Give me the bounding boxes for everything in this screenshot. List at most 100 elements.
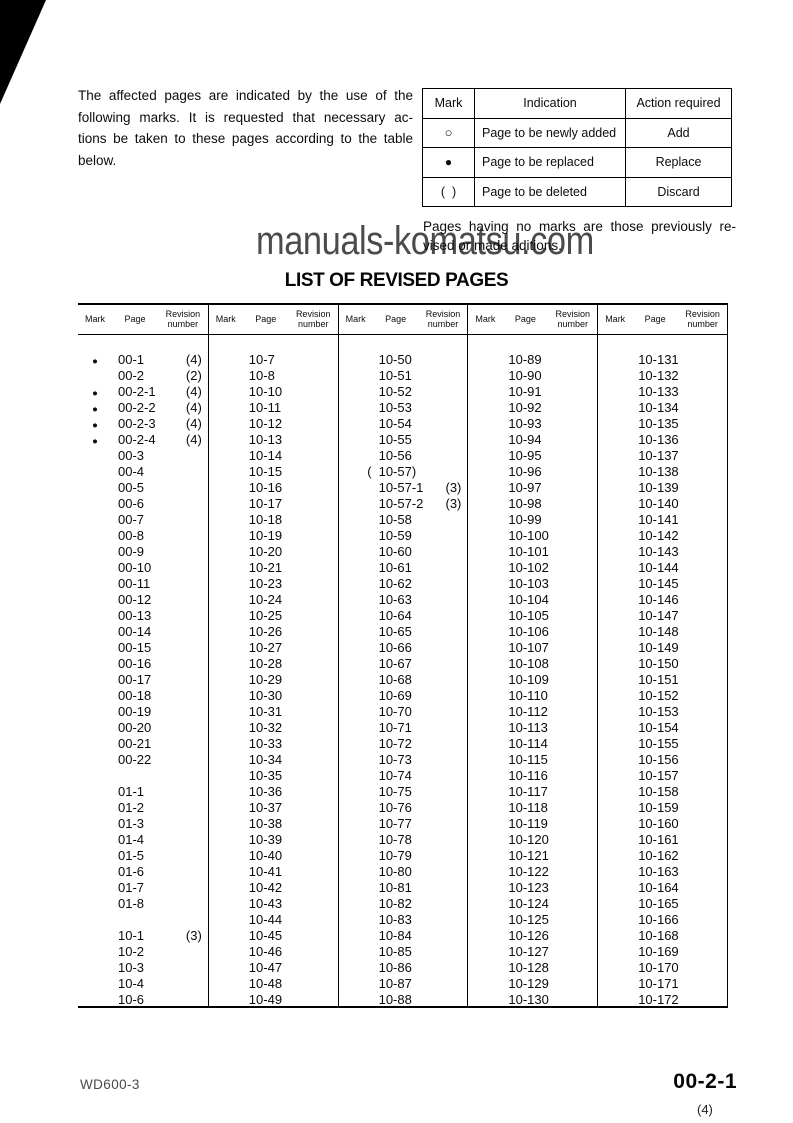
revision-cell <box>301 432 338 448</box>
page-cell: 10-32 <box>248 720 283 735</box>
page-cell: 10-145 <box>638 576 679 591</box>
marks-table-row: ( ) Page to be deleted Discard <box>422 176 732 207</box>
revision-cell <box>690 560 727 576</box>
page-cell: 10-29 <box>248 672 283 687</box>
circle-mark-icon: ○ <box>444 125 453 141</box>
table-row: ● 00-1 (4) <box>78 352 208 368</box>
header-revision-line: number <box>427 318 459 329</box>
intro-paragraph-line: following marks. It is requested that ne… <box>78 109 413 125</box>
page-cell: 10-68 <box>378 672 412 687</box>
revision-cell <box>560 768 597 784</box>
page-cell: 10-78 <box>378 832 412 847</box>
mark-cell: ( ) <box>422 176 475 207</box>
page-cell: 01-5 <box>118 848 145 863</box>
table-row: 10-113 <box>468 720 597 736</box>
footer-model-number: WD600-3 <box>80 1077 140 1092</box>
table-row: 10-155 <box>598 736 727 752</box>
table-row: 10-106 <box>468 624 597 640</box>
revision-cell <box>431 576 468 592</box>
revision-cell <box>431 592 468 608</box>
revision-cell <box>560 384 597 400</box>
mark-cell <box>339 640 373 656</box>
table-row: 10-128 <box>468 960 597 976</box>
revision-cell <box>690 528 727 544</box>
page-cell: 10-56 <box>378 448 412 463</box>
mark-cell <box>339 576 373 592</box>
table-row: 10-144 <box>598 560 727 576</box>
revision-cell <box>170 576 208 592</box>
revision-cell <box>431 912 468 928</box>
revision-cell <box>560 592 597 608</box>
page-cell: 10-65 <box>378 624 412 639</box>
page-cell: 10-126 <box>508 928 549 943</box>
mark-cell <box>598 624 632 640</box>
table-row: 10-36 <box>209 784 338 800</box>
table-row: 10-165 <box>598 896 727 912</box>
table-row: 10-154 <box>598 720 727 736</box>
column-group-header: Mark Page Revision number <box>468 305 598 335</box>
page-cell: 10-148 <box>638 624 679 639</box>
table-row: 10-116 <box>468 768 597 784</box>
mark-cell <box>339 608 373 624</box>
mark-cell <box>209 800 243 816</box>
mark-cell <box>598 880 632 896</box>
table-row: 10-27 <box>209 640 338 656</box>
header-revision-line: Revision <box>555 309 591 319</box>
table-row: 10-100 <box>468 528 597 544</box>
table-row: 10-109 <box>468 672 597 688</box>
mark-cell <box>78 624 112 640</box>
table-row: 00-15 <box>78 640 208 656</box>
revision-cell <box>170 592 208 608</box>
revision-cell: (2) <box>185 368 202 383</box>
page-cell: 10-137 <box>638 448 679 463</box>
table-row: 00-9 <box>78 544 208 560</box>
revision-cell <box>690 400 727 416</box>
mark-cell <box>468 944 502 960</box>
page-cell: 10-151 <box>638 672 679 687</box>
page-cell: 10-106 <box>508 624 549 639</box>
mark-cell <box>468 496 502 512</box>
page-cell: 00-2-1 <box>118 384 156 399</box>
mark-cell <box>339 448 373 464</box>
revision-cell <box>560 688 597 704</box>
page-cell: 10-125 <box>508 912 549 927</box>
table-row: ● 00-2-1 (4) <box>78 384 208 400</box>
page-cell: 10-118 <box>508 800 548 815</box>
table-row: 10-13 <box>209 432 338 448</box>
revision-cell <box>301 368 338 384</box>
intro-paragraph-line: tions be taken to these pages according … <box>78 131 413 146</box>
table-row: 10-86 <box>339 960 468 976</box>
table-row: 10-49 <box>209 992 338 1008</box>
mark-cell <box>468 848 502 864</box>
table-row: 10-112 <box>468 704 597 720</box>
mark-cell <box>468 368 502 384</box>
table-row: 10-148 <box>598 624 727 640</box>
mark-cell <box>339 416 373 432</box>
revision-cell <box>560 704 597 720</box>
mark-cell <box>598 544 632 560</box>
mark-cell <box>78 832 112 848</box>
page-cell: 10-88 <box>378 992 412 1007</box>
table-row: 10-71 <box>339 720 468 736</box>
table-row: 10-133 <box>598 384 727 400</box>
page-cell: 10-54 <box>378 416 412 431</box>
revision-cell <box>301 592 338 608</box>
revision-cell <box>170 720 208 736</box>
revision-cell <box>170 752 208 768</box>
table-row: 10-115 <box>468 752 597 768</box>
page-cell: 10-57-2 <box>378 496 424 511</box>
mark-cell <box>468 528 502 544</box>
revision-cell <box>690 656 727 672</box>
page-title: LIST OF REVISED PAGES <box>284 270 509 291</box>
table-row: 10-101 <box>468 544 597 560</box>
page-cell: 10-43 <box>248 896 283 911</box>
revision-cell <box>431 368 468 384</box>
table-row: 10-43 <box>209 896 338 912</box>
table-row: 10-57-2 (3) <box>339 496 468 512</box>
page-cell: 00-21 <box>118 736 152 751</box>
header-page-label: Page <box>255 313 277 324</box>
table-row: 10-25 <box>209 608 338 624</box>
filled-circle-mark-icon: ● <box>444 155 453 170</box>
mark-cell: ● <box>78 352 112 368</box>
table-row: 10-142 <box>598 528 727 544</box>
